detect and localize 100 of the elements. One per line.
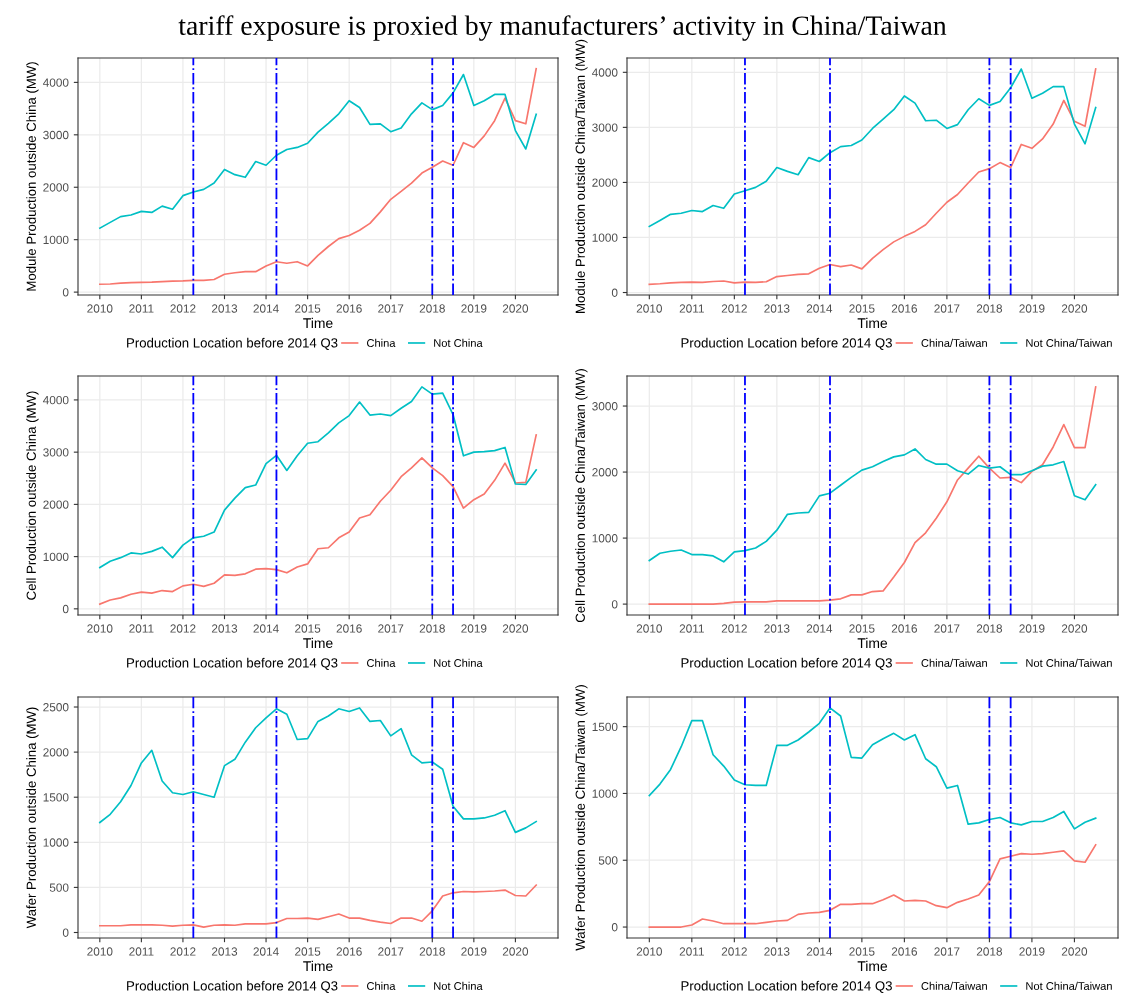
x-tick-label: 2011 bbox=[679, 624, 704, 633]
x-tick-label: 2015 bbox=[849, 624, 875, 633]
legend-title: Production Location before 2014 Q3 bbox=[127, 657, 338, 670]
x-tick-label: 2015 bbox=[295, 624, 321, 633]
legend-label: Not China/Taiwan bbox=[1026, 981, 1112, 990]
legend-title: Production Location before 2014 Q3 bbox=[681, 657, 892, 670]
x-tick-label: 2020 bbox=[1061, 947, 1088, 956]
x-tick-label: 2017 bbox=[378, 624, 404, 633]
x-tick-label: 2019 bbox=[1019, 947, 1045, 956]
y-axis-title: Cell Production outside China/Taiwan (MW) bbox=[575, 369, 588, 623]
x-tick-label: 2011 bbox=[129, 947, 154, 956]
y-tick-label: 1500 bbox=[592, 722, 618, 732]
y-axis-title: Cell Production outside China (MW) bbox=[26, 391, 39, 600]
x-tick-label: 2018 bbox=[419, 304, 445, 313]
x-tick-label: 2016 bbox=[336, 624, 362, 633]
x-tick-label: 2019 bbox=[1019, 304, 1045, 313]
line-series bbox=[648, 68, 1097, 228]
y-tick-label: 2000 bbox=[43, 500, 69, 509]
x-tick-label: 2012 bbox=[170, 304, 196, 313]
x-tick-label: 2017 bbox=[378, 947, 404, 956]
x-tick-label: 2018 bbox=[976, 624, 1003, 633]
x-tick-label: 2013 bbox=[764, 304, 790, 313]
y-tick-label: 3000 bbox=[43, 448, 69, 457]
y-tick-label: 1000 bbox=[592, 534, 618, 543]
x-tick-label: 2016 bbox=[336, 947, 362, 956]
y-tick-label: 3000 bbox=[43, 130, 69, 140]
line-series bbox=[98, 73, 538, 229]
line-series bbox=[98, 707, 538, 834]
x-tick-label: 2017 bbox=[378, 304, 404, 313]
legend-label: China/Taiwan bbox=[921, 981, 987, 990]
legend-title: Production Location before 2014 Q3 bbox=[681, 980, 892, 993]
x-tick-label: 2010 bbox=[636, 624, 662, 633]
x-tick-label: 2013 bbox=[764, 947, 790, 956]
y-tick-label: 0 bbox=[611, 288, 618, 297]
x-tick-label: 2016 bbox=[336, 304, 362, 313]
x-tick-label: 2020 bbox=[502, 624, 529, 633]
x-tick-label: 2012 bbox=[721, 304, 747, 313]
y-axis-title: Wafer Production outside China/Taiwan (MW) bbox=[575, 685, 588, 951]
x-tick-label: 2011 bbox=[679, 947, 704, 956]
x-tick-label: 2013 bbox=[211, 304, 238, 313]
y-tick-label: 0 bbox=[62, 928, 69, 937]
x-tick-label: 2012 bbox=[170, 624, 196, 633]
x-tick-label: 2014 bbox=[253, 947, 279, 956]
y-tick-label: 2000 bbox=[592, 468, 618, 477]
y-tick-label: 0 bbox=[611, 600, 618, 609]
legend-label: China/Taiwan bbox=[921, 658, 987, 667]
x-tick-label: 2019 bbox=[461, 947, 487, 956]
y-tick-label: 1000 bbox=[43, 235, 69, 245]
line-series bbox=[98, 67, 538, 286]
x-tick-label: 2010 bbox=[636, 304, 662, 313]
x-tick-label: 2013 bbox=[211, 624, 238, 633]
x-tick-label: 2015 bbox=[295, 947, 321, 956]
x-axis-title: Time bbox=[303, 317, 333, 329]
x-tick-label: 2014 bbox=[806, 304, 833, 313]
x-tick-label: 2014 bbox=[806, 947, 833, 956]
legend-label: Not China/Taiwan bbox=[1026, 658, 1112, 667]
y-tick-label: 3000 bbox=[592, 402, 618, 411]
y-tick-label: 500 bbox=[49, 883, 69, 892]
legend-label: China bbox=[367, 658, 396, 667]
legend-label: Not China bbox=[434, 338, 483, 347]
legend-label: Not China/Taiwan bbox=[1026, 338, 1112, 347]
line-series bbox=[648, 68, 1097, 286]
x-tick-label: 2010 bbox=[87, 947, 113, 956]
x-tick-label: 2010 bbox=[636, 947, 662, 956]
y-tick-label: 3000 bbox=[592, 123, 618, 132]
x-tick-label: 2018 bbox=[976, 304, 1003, 313]
x-tick-label: 2011 bbox=[129, 304, 154, 313]
legend-title: Production Location before 2014 Q3 bbox=[681, 337, 892, 350]
x-tick-label: 2020 bbox=[1061, 304, 1088, 313]
y-tick-label: 500 bbox=[598, 856, 618, 865]
x-tick-label: 2017 bbox=[934, 947, 960, 956]
line-series bbox=[98, 884, 538, 928]
line-series bbox=[648, 386, 1097, 605]
x-tick-label: 2016 bbox=[891, 624, 917, 633]
x-tick-label: 2014 bbox=[253, 304, 279, 313]
legend-label: Not China bbox=[434, 658, 483, 667]
x-tick-label: 2017 bbox=[934, 304, 960, 313]
y-axis-title: Module Production outside China (MW) bbox=[26, 62, 39, 291]
y-tick-label: 1000 bbox=[43, 552, 69, 561]
y-tick-label: 2500 bbox=[43, 703, 69, 712]
y-axis-title: Wafer Production outside China (MW) bbox=[26, 707, 39, 929]
x-tick-label: 2020 bbox=[502, 304, 529, 313]
y-tick-label: 2000 bbox=[43, 183, 69, 192]
x-tick-label: 2011 bbox=[129, 624, 154, 633]
x-axis-title: Time bbox=[303, 637, 333, 649]
line-series bbox=[98, 386, 538, 569]
x-tick-label: 2018 bbox=[419, 624, 445, 633]
x-axis-title: Time bbox=[857, 637, 888, 649]
legend-label: Not China bbox=[434, 981, 483, 990]
x-tick-label: 2018 bbox=[976, 947, 1003, 956]
y-tick-label: 0 bbox=[62, 604, 69, 614]
legend-label: China/Taiwan bbox=[921, 338, 987, 347]
legend-label: China bbox=[367, 981, 396, 990]
y-tick-label: 0 bbox=[62, 288, 69, 297]
x-tick-label: 2019 bbox=[461, 304, 487, 313]
x-tick-label: 2014 bbox=[806, 624, 833, 633]
x-tick-label: 2016 bbox=[891, 947, 917, 956]
y-tick-label: 0 bbox=[611, 923, 618, 932]
x-tick-label: 2019 bbox=[1019, 624, 1045, 633]
x-tick-label: 2014 bbox=[253, 624, 279, 633]
